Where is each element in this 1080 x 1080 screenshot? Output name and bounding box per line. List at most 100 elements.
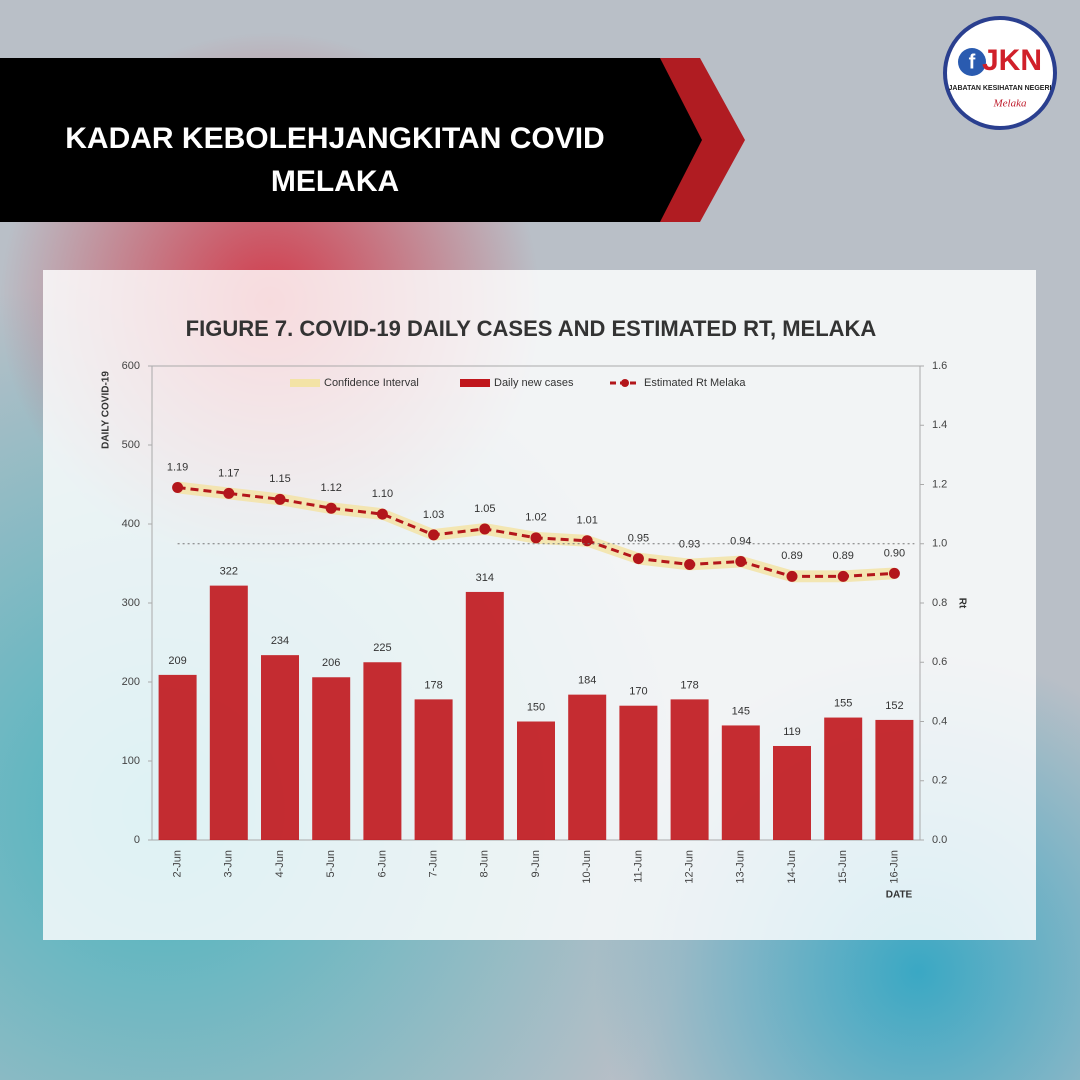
logo-state: Melaka	[993, 98, 1027, 110]
x-tick-label: 7-Jun	[428, 850, 440, 878]
data-label: 314	[476, 572, 494, 584]
y2-tick-label: 0.2	[932, 775, 947, 787]
legend-swatch	[621, 379, 629, 387]
bar	[568, 694, 607, 840]
y-tick-label: 0	[134, 834, 140, 846]
rt-point	[837, 570, 849, 582]
rt-point	[428, 529, 440, 541]
legend-label: Confidence Interval	[324, 377, 419, 389]
rt-point	[632, 553, 644, 565]
logo-mark: JKN	[982, 44, 1042, 77]
data-label: 225	[373, 642, 391, 654]
x-tick-label: 5-Jun	[325, 850, 337, 878]
bar	[414, 699, 453, 840]
data-label: 184	[578, 675, 596, 687]
data-label: 1.15	[269, 473, 290, 485]
x-tick-label: 15-Jun	[837, 850, 849, 884]
logo-icon	[958, 48, 986, 76]
bar	[363, 662, 402, 840]
x-tick-label: 10-Jun	[581, 850, 593, 884]
bar	[773, 745, 811, 840]
rt-point	[376, 508, 388, 520]
rt-point	[684, 558, 696, 570]
y-tick-label: 500	[122, 439, 140, 451]
bar	[209, 585, 248, 840]
rt-point	[888, 567, 900, 579]
rt-point	[325, 502, 337, 514]
y-tick-label: 200	[122, 676, 140, 688]
legend-swatch	[290, 379, 320, 387]
data-label: 0.94	[730, 535, 751, 547]
bar	[875, 719, 914, 840]
data-label: 209	[168, 655, 186, 667]
x-axis-label: DATE	[886, 890, 913, 901]
x-tick-label: 2-Jun	[172, 850, 184, 878]
x-tick-label: 4-Jun	[274, 850, 286, 878]
x-tick-label: 6-Jun	[376, 850, 388, 878]
y2-tick-label: 0.6	[932, 656, 947, 668]
data-label: 1.19	[167, 461, 188, 473]
y-axis-label: DAILY COVID-19	[101, 371, 112, 449]
banner-title: MELAKA	[271, 165, 399, 198]
y2-axis-label: Rt	[956, 598, 967, 609]
rt-point	[530, 532, 542, 544]
logo-name: JABATAN KESIHATAN NEGERI	[949, 85, 1052, 92]
banner-title: KADAR KEBOLEHJANGKITAN COVID	[65, 122, 604, 155]
bar	[158, 674, 197, 840]
rt-point	[223, 487, 235, 499]
rt-point	[479, 523, 491, 535]
data-label: 1.12	[320, 482, 341, 494]
legend-label: Estimated Rt Melaka	[644, 377, 746, 389]
x-tick-label: 12-Jun	[684, 850, 696, 884]
bar	[312, 677, 351, 840]
confidence-band	[177, 481, 895, 583]
data-label: 152	[885, 700, 903, 712]
x-tick-label: 13-Jun	[735, 850, 747, 884]
rt-point	[581, 535, 593, 547]
bar	[261, 655, 299, 840]
logo	[943, 16, 1057, 130]
data-label: 234	[271, 635, 289, 647]
y-tick-label: 600	[122, 360, 140, 372]
chart-title: FIGURE 7. COVID-19 DAILY CASES AND ESTIM…	[186, 316, 877, 341]
bar	[721, 725, 760, 840]
data-label: 1.10	[372, 488, 393, 500]
y2-tick-label: 1.6	[932, 360, 947, 372]
bar	[619, 705, 658, 840]
data-label: 206	[322, 657, 340, 669]
bar	[465, 591, 504, 840]
legend-label: Daily new cases	[494, 377, 574, 389]
y2-tick-label: 0.8	[932, 597, 947, 609]
bar	[670, 699, 709, 840]
bar	[824, 717, 863, 840]
data-label: 1.03	[423, 509, 444, 521]
x-tick-label: 11-Jun	[632, 850, 644, 883]
data-label: 0.90	[884, 547, 905, 559]
rt-point	[735, 556, 747, 568]
data-label: 1.01	[576, 515, 597, 527]
x-tick-label: 8-Jun	[479, 850, 491, 878]
data-label: 322	[220, 566, 238, 578]
logo-letter: f	[969, 51, 976, 73]
data-label: 1.17	[218, 467, 239, 479]
data-label: 0.95	[628, 532, 649, 544]
x-tick-label: 9-Jun	[530, 850, 542, 878]
rt-point	[274, 493, 286, 505]
y-tick-label: 100	[122, 755, 140, 767]
data-label: 155	[834, 697, 852, 709]
y2-tick-label: 1.2	[932, 478, 947, 490]
y-tick-label: 300	[122, 597, 140, 609]
y-tick-label: 400	[122, 518, 140, 530]
data-label: 178	[680, 679, 698, 691]
x-tick-label: 14-Jun	[786, 850, 798, 884]
data-label: 170	[629, 686, 647, 698]
data-label: 0.93	[679, 538, 700, 550]
banner	[0, 58, 702, 222]
y2-tick-label: 0.0	[932, 834, 947, 846]
y2-tick-label: 1.4	[932, 419, 947, 431]
data-label: 178	[424, 679, 442, 691]
x-tick-label: 16-Jun	[888, 850, 900, 884]
rt-point	[786, 570, 798, 582]
